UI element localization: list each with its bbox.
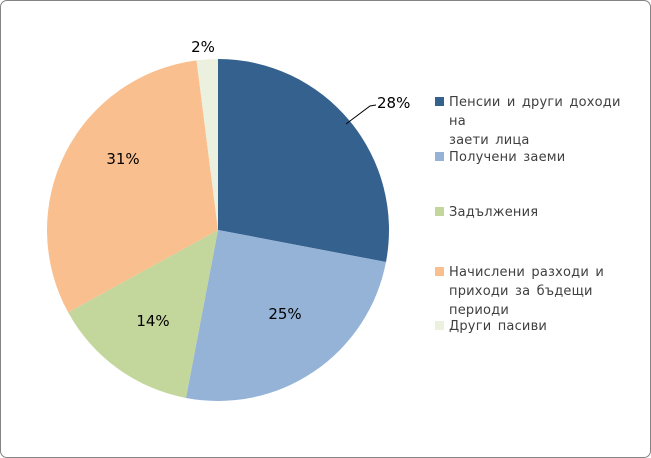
legend-item-nachisleni: Начислени разходи и приходи за бъдещи пе… bbox=[435, 263, 604, 320]
legend-label-pensii: Пенсии и други доходи на заети лица bbox=[449, 95, 621, 148]
pie-slice-2 bbox=[68, 230, 219, 398]
legend-swatch-pensii bbox=[435, 97, 444, 106]
legend-label-zaemi: Получени заеми bbox=[449, 150, 566, 165]
legend: Пенсии и други доходи на заети лица Полу… bbox=[435, 1, 643, 457]
legend-label-nachisleni: Начислени разходи и приходи за бъдещи пе… bbox=[449, 265, 605, 318]
pie-slice-0 bbox=[218, 59, 389, 263]
slice-value-label-zaemi: 25% bbox=[268, 305, 302, 323]
legend-label-drugi: Други пасиви bbox=[449, 319, 548, 334]
legend-item-zaemi: Получени заеми bbox=[435, 148, 565, 167]
legend-item-pensii: Пенсии и други доходи на заети лица bbox=[435, 93, 643, 150]
legend-swatch-zadalzhenia bbox=[435, 207, 444, 216]
pie-slice-1 bbox=[185, 230, 386, 401]
slice-value-label-drugi: 2% bbox=[191, 38, 215, 56]
legend-swatch-nachisleni bbox=[435, 267, 444, 276]
pie-slice-3 bbox=[46, 60, 219, 313]
slice-value-label-nachisleni: 31% bbox=[106, 150, 140, 168]
legend-item-drugi: Други пасиви bbox=[435, 317, 547, 336]
legend-label-zadalzhenia: Задължения bbox=[449, 205, 539, 220]
legend-swatch-zaemi bbox=[435, 152, 444, 161]
label-leader-line-28 bbox=[345, 104, 377, 125]
legend-swatch-drugi bbox=[435, 321, 444, 330]
pie-slices bbox=[46, 59, 389, 401]
slice-value-label-zadalzhenia: 14% bbox=[136, 312, 170, 330]
pie-slice-4 bbox=[196, 59, 218, 230]
legend-item-zadalzhenia: Задължения bbox=[435, 203, 538, 222]
slice-value-label-pensii: 28% bbox=[377, 94, 411, 112]
